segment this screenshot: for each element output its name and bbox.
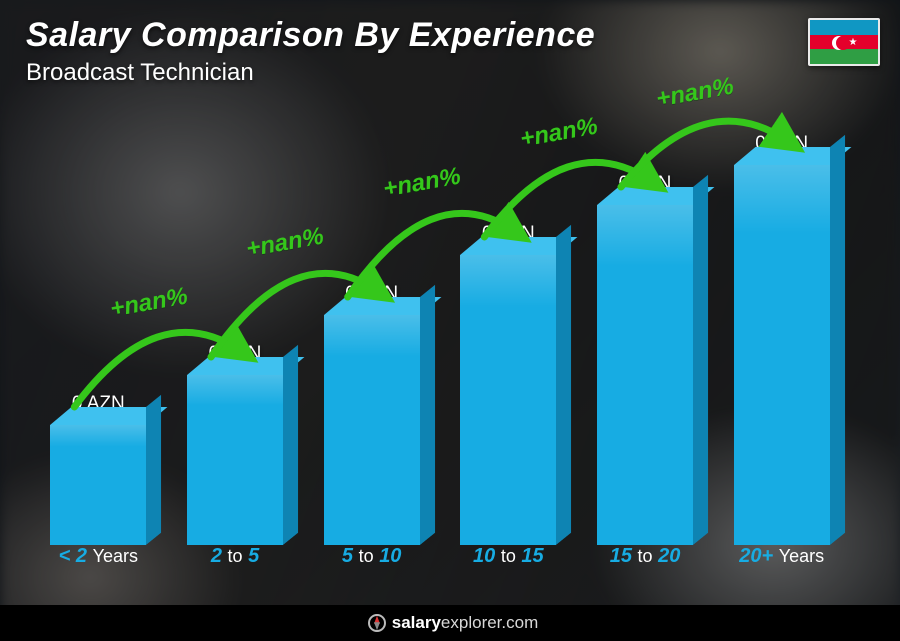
bar-side-face <box>420 285 435 545</box>
bar-side-face <box>556 225 571 545</box>
bar-front-face <box>734 165 830 545</box>
flag-stripe-bottom <box>810 49 878 64</box>
x-axis-category: 10 to 15 <box>440 545 577 575</box>
flag-star-icon: ★ <box>848 38 858 48</box>
bar <box>187 375 283 545</box>
bar <box>734 165 830 545</box>
bar <box>460 255 556 545</box>
bar-slot: 0 AZN <box>577 120 714 545</box>
chart-title: Salary Comparison By Experience <box>26 16 595 55</box>
bar-front-face <box>597 205 693 545</box>
flag-crescent-icon <box>832 36 846 50</box>
bar-slot: 0 AZN <box>303 120 440 545</box>
footer-brand-rest: explorer.com <box>441 613 538 632</box>
bar-front-face <box>324 315 420 545</box>
chart-stage: Salary Comparison By Experience Broadcas… <box>0 0 900 641</box>
x-axis-category: < 2 Years <box>30 545 167 575</box>
bar-side-face <box>146 395 161 545</box>
bar-front-face <box>460 255 556 545</box>
bar-slot: 0 AZN <box>713 120 850 545</box>
x-axis-category: 2 to 5 <box>167 545 304 575</box>
compass-icon <box>368 614 386 632</box>
chart-subtitle: Broadcast Technician <box>26 59 595 87</box>
flag-azerbaijan: ★ <box>808 18 880 66</box>
bar-side-face <box>283 345 298 545</box>
bar-slot: 0 AZN <box>30 120 167 545</box>
x-axis-category: 15 to 20 <box>577 545 714 575</box>
footer-brand-bold: salary <box>392 613 441 632</box>
bar-side-face <box>830 135 845 545</box>
flag-stripe-top <box>810 20 878 35</box>
bar-front-face <box>187 375 283 545</box>
bar-front-face <box>50 425 146 545</box>
bar-side-face <box>693 175 708 545</box>
bar-slot: 0 AZN <box>440 120 577 545</box>
bar <box>324 315 420 545</box>
chart-area: 0 AZN0 AZN0 AZN0 AZN0 AZN0 AZN +nan%+nan… <box>30 120 850 575</box>
bar <box>50 425 146 545</box>
title-block: Salary Comparison By Experience Broadcas… <box>26 16 595 87</box>
footer: salaryexplorer.com <box>0 605 900 641</box>
x-axis-category: 5 to 10 <box>303 545 440 575</box>
bar-slot: 0 AZN <box>167 120 304 545</box>
x-axis-category: 20+ Years <box>713 545 850 575</box>
bars-container: 0 AZN0 AZN0 AZN0 AZN0 AZN0 AZN <box>30 120 850 545</box>
footer-brand: salaryexplorer.com <box>392 613 539 633</box>
bar <box>597 205 693 545</box>
x-axis: < 2 Years2 to 55 to 1010 to 1515 to 2020… <box>30 545 850 575</box>
